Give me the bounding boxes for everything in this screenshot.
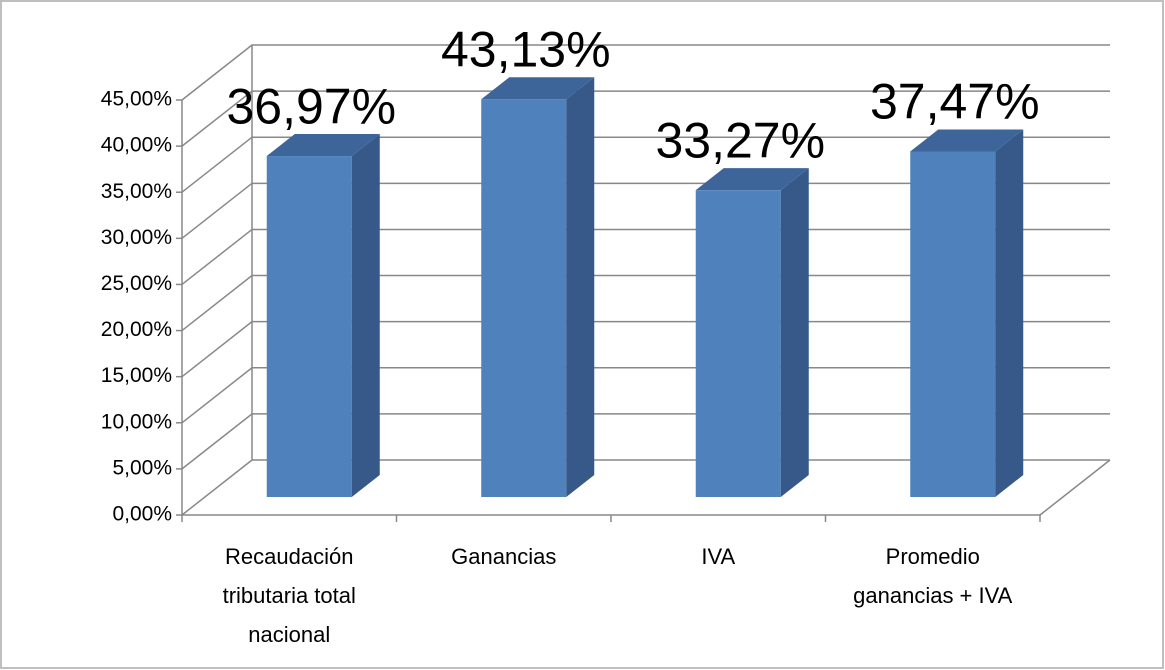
value-label: 33,27%: [655, 112, 825, 168]
y-tick-label: 15,00%: [101, 364, 172, 387]
y-tick-label: 10,00%: [101, 410, 172, 433]
bar-top: [266, 134, 380, 157]
y-tick-label: 0,00%: [112, 503, 172, 526]
bar-top: [910, 129, 1024, 152]
grid-line: [181, 136, 1110, 193]
y-tick-label: 40,00%: [101, 134, 172, 157]
bar-front: [910, 151, 996, 497]
bar-front: [695, 190, 781, 497]
grid-line: [181, 413, 1110, 470]
grid-line: [181, 320, 1110, 378]
grid-line: [181, 44, 1110, 101]
grid-line: [181, 90, 1110, 147]
bar-front: [481, 99, 567, 498]
axis-line: [1039, 459, 1111, 516]
bar-side: [566, 77, 595, 498]
bar-top: [481, 77, 595, 100]
grid-line: [181, 459, 1110, 516]
bar-side: [351, 134, 380, 497]
y-tick-label: 30,00%: [101, 226, 172, 249]
grid-line: [181, 274, 1110, 332]
x-tick-label: IVA: [701, 544, 736, 569]
y-tick-label: 5,00%: [112, 456, 172, 479]
y-tick-label: 25,00%: [101, 272, 172, 295]
y-tick-label: 35,00%: [101, 180, 172, 203]
x-tick-label: Recaudación tributaria total nacional: [222, 544, 356, 647]
x-tick-label: Ganancias: [451, 544, 557, 569]
x-tick-label: Promedio ganancias + IVA: [853, 544, 1013, 608]
grid-line: [181, 228, 1110, 286]
bar-side: [995, 129, 1024, 497]
value-label: 43,13%: [441, 21, 611, 77]
bar-top: [695, 168, 809, 191]
bar-front: [266, 156, 352, 497]
y-tick-label: 20,00%: [101, 318, 172, 341]
grid-line: [181, 367, 1110, 424]
y-tick-label: 45,00%: [101, 88, 172, 111]
value-label: 37,47%: [870, 74, 1040, 130]
bar-side: [780, 168, 809, 497]
grid-line: [181, 182, 1110, 239]
value-label: 36,97%: [226, 78, 396, 134]
